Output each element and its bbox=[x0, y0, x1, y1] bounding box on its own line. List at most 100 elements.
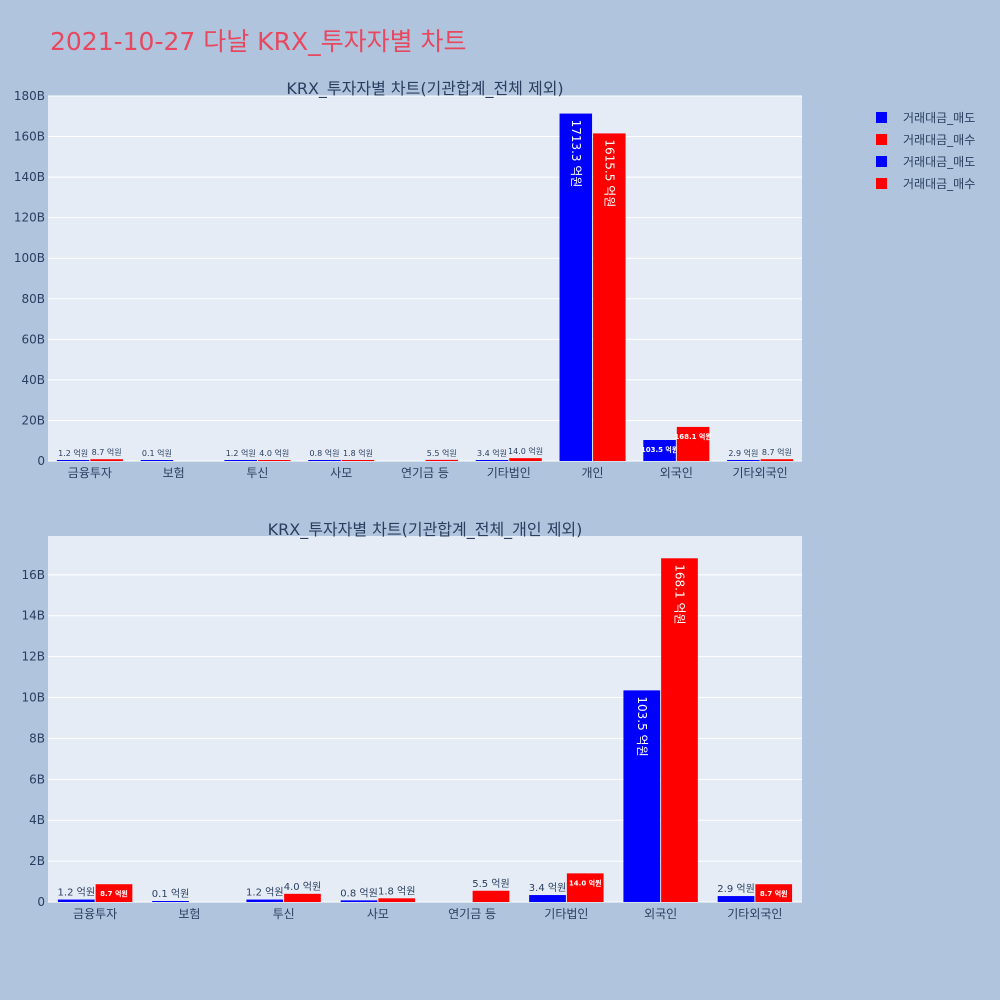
y-tick-label: 10B bbox=[21, 691, 45, 705]
data-label: 4.0 억원 bbox=[259, 448, 289, 458]
legend[interactable]: 거래대금_매도 거래대금_매수 거래대금_매도 거래대금_매수 bbox=[876, 106, 975, 194]
y-tick-label: 8B bbox=[29, 731, 45, 745]
bar bbox=[755, 884, 793, 902]
x-tick-label: 외국인 bbox=[644, 907, 677, 921]
legend-item[interactable]: 거래대금_매수 bbox=[876, 172, 975, 194]
y-tick-label: 16B bbox=[21, 568, 45, 582]
legend-item[interactable]: 거래대금_매수 bbox=[876, 128, 975, 150]
bar bbox=[246, 899, 284, 902]
data-label: 1.8 억원 bbox=[343, 448, 373, 458]
x-tick-label: 투신 bbox=[273, 907, 295, 921]
bar bbox=[308, 460, 341, 461]
data-label: 0.8 억원 bbox=[309, 448, 339, 458]
bar bbox=[623, 690, 661, 902]
bar bbox=[727, 460, 760, 461]
data-label: 168.1 억원 bbox=[674, 432, 711, 441]
legend-label: 거래대금_매도 bbox=[903, 110, 976, 125]
x-tick-label: 기타법인 bbox=[487, 466, 531, 480]
y-tick-label: 40B bbox=[21, 373, 45, 387]
x-tick-label: 기타외국인 bbox=[727, 907, 782, 921]
y-tick-label: 140B bbox=[14, 170, 45, 184]
x-tick-label: 금융투자 bbox=[73, 907, 117, 921]
data-label: 1.2 억원 bbox=[58, 448, 88, 458]
data-label: 1713.3 억원 bbox=[569, 120, 583, 188]
x-tick-label: 사모 bbox=[367, 907, 389, 921]
legend-label: 거래대금_매도 bbox=[903, 154, 976, 169]
data-label: 3.4 억원 bbox=[529, 882, 566, 894]
x-tick-label: 보험 bbox=[178, 907, 200, 921]
page-title: 2021-10-27 다날 KRX_투자자별 차트 bbox=[50, 27, 467, 56]
data-label: 1.2 억원 bbox=[246, 887, 283, 899]
data-label: 0.1 억원 bbox=[152, 888, 189, 900]
x-tick-label: 기타법인 bbox=[544, 907, 588, 921]
legend-label: 거래대금_매수 bbox=[903, 176, 976, 191]
bar bbox=[566, 873, 604, 902]
bar bbox=[95, 884, 133, 902]
x-tick-label: 기타외국인 bbox=[733, 466, 788, 480]
y-tick-label: 12B bbox=[21, 650, 45, 664]
legend-label: 거래대금_매수 bbox=[903, 132, 976, 147]
bar bbox=[341, 460, 375, 461]
y-tick-label: 160B bbox=[14, 130, 45, 144]
data-label: 103.5 억원 bbox=[635, 696, 649, 756]
bar bbox=[509, 458, 542, 461]
x-tick-label: 연기금 등 bbox=[448, 907, 496, 921]
x-tick-label: 투신 bbox=[246, 466, 268, 480]
x-tick-label: 보험 bbox=[163, 466, 185, 480]
y-tick-label: 20B bbox=[21, 413, 45, 427]
y-tick-label: 4B bbox=[29, 813, 45, 827]
data-label: 4.0 억원 bbox=[284, 881, 321, 893]
x-tick-label: 개인 bbox=[582, 466, 604, 480]
legend-swatch bbox=[876, 155, 887, 167]
legend-swatch bbox=[876, 111, 887, 123]
data-label: 14.0 억원 bbox=[569, 878, 602, 887]
data-label: 1615.5 억원 bbox=[602, 139, 616, 207]
bar bbox=[378, 898, 416, 902]
data-label: 1.2 억원 bbox=[226, 448, 256, 458]
bar bbox=[661, 558, 698, 902]
bar bbox=[90, 459, 123, 461]
bar bbox=[559, 113, 593, 461]
legend-item[interactable]: 거래대금_매도 bbox=[876, 150, 975, 172]
y-tick-label: 100B bbox=[14, 251, 45, 265]
y-tick-label: 14B bbox=[21, 609, 45, 623]
data-label: 103.5 억원 bbox=[641, 445, 678, 454]
data-label: 0.1 억원 bbox=[142, 448, 172, 458]
bar bbox=[140, 460, 174, 461]
bar bbox=[257, 460, 291, 461]
bar bbox=[224, 460, 257, 461]
data-label: 1.2 억원 bbox=[58, 887, 95, 899]
y-tick-label: 120B bbox=[14, 211, 45, 225]
bar bbox=[425, 459, 459, 461]
legend-item[interactable]: 거래대금_매도 bbox=[876, 106, 975, 128]
x-tick-label: 사모 bbox=[330, 466, 352, 480]
bar bbox=[340, 900, 378, 902]
data-label: 8.7 억원 bbox=[92, 447, 122, 457]
bar bbox=[643, 440, 676, 461]
y-tick-label: 0 bbox=[37, 454, 45, 468]
bar bbox=[284, 893, 321, 902]
legend-swatch bbox=[876, 133, 887, 145]
bar bbox=[676, 426, 710, 461]
x-tick-label: 금융투자 bbox=[68, 466, 112, 480]
data-label: 0.8 억원 bbox=[340, 887, 377, 899]
y-tick-label: 60B bbox=[21, 332, 45, 346]
data-label: 8.7 억원 bbox=[760, 889, 788, 898]
x-tick-label: 연기금 등 bbox=[401, 466, 449, 480]
data-label: 5.5 억원 bbox=[427, 448, 457, 458]
data-label: 1.8 억원 bbox=[378, 885, 415, 897]
data-label: 168.1 억원 bbox=[672, 564, 686, 624]
chart-title: KRX_투자자별 차트(기관합계_전체 제외) bbox=[286, 79, 563, 99]
bar bbox=[760, 459, 794, 461]
legend-swatch bbox=[876, 177, 887, 189]
data-label: 8.7 억원 bbox=[762, 447, 792, 457]
x-tick-label: 외국인 bbox=[660, 466, 693, 480]
data-label: 2.9 억원 bbox=[728, 448, 758, 458]
y-tick-label: 2B bbox=[29, 854, 45, 868]
bar bbox=[593, 133, 626, 461]
data-label: 8.7 억원 bbox=[100, 889, 128, 898]
plot-area bbox=[48, 96, 802, 461]
data-label: 2.9 억원 bbox=[717, 883, 754, 895]
data-label: 5.5 억원 bbox=[472, 878, 509, 890]
